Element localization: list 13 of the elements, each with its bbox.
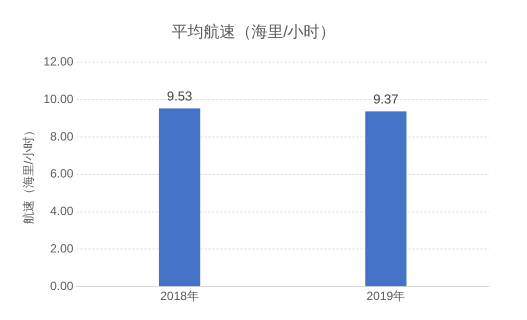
- y-axis-title: 航速（海里/小时）: [22, 124, 36, 224]
- y-tick-label: 12.00: [43, 54, 74, 69]
- y-tick-label: 8.00: [50, 129, 74, 144]
- x-tick-label: 2018年: [160, 289, 199, 304]
- data-label: 9.53: [166, 88, 192, 104]
- y-tick-label: 6.00: [50, 166, 74, 181]
- data-label: 9.37: [373, 91, 399, 106]
- y-tick-label: 2.00: [50, 242, 74, 256]
- y-tick-label: 10.00: [43, 92, 74, 106]
- y-tick-label: 0.00: [50, 278, 74, 293]
- y-tick-label: 4.00: [50, 204, 74, 218]
- chart-title: 平均航速（海里/小时）: [171, 23, 336, 42]
- x-tick-label: 2019年: [366, 289, 406, 304]
